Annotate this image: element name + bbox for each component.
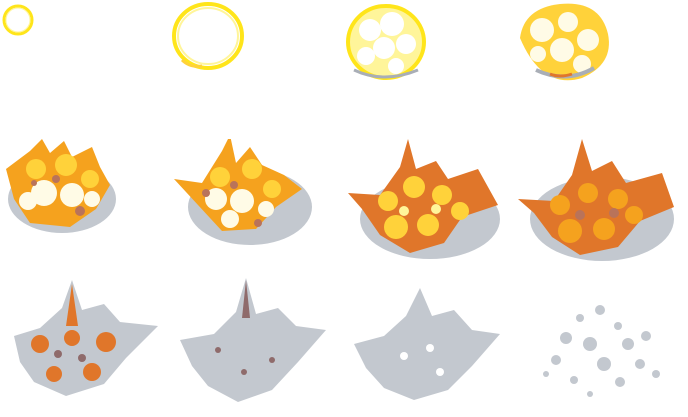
frame-5-burst	[0, 139, 172, 278]
frame-8-spiky-blast-dimming	[516, 139, 688, 278]
frame-6-burst-spikes	[172, 139, 344, 278]
frame-7-spiky-blast	[344, 139, 516, 278]
frame-4-fireball	[516, 0, 688, 139]
frame-10-smoke-cloud	[172, 278, 344, 417]
frame-12-smoke-particles	[516, 278, 688, 417]
frame-2-expanding-ring	[172, 0, 344, 139]
frame-11-smoke-fading	[344, 278, 516, 417]
frame-9-dissipating-fire	[0, 278, 172, 417]
frame-1-small-ring	[0, 0, 172, 139]
frame-3-fireball-forming	[344, 0, 516, 139]
